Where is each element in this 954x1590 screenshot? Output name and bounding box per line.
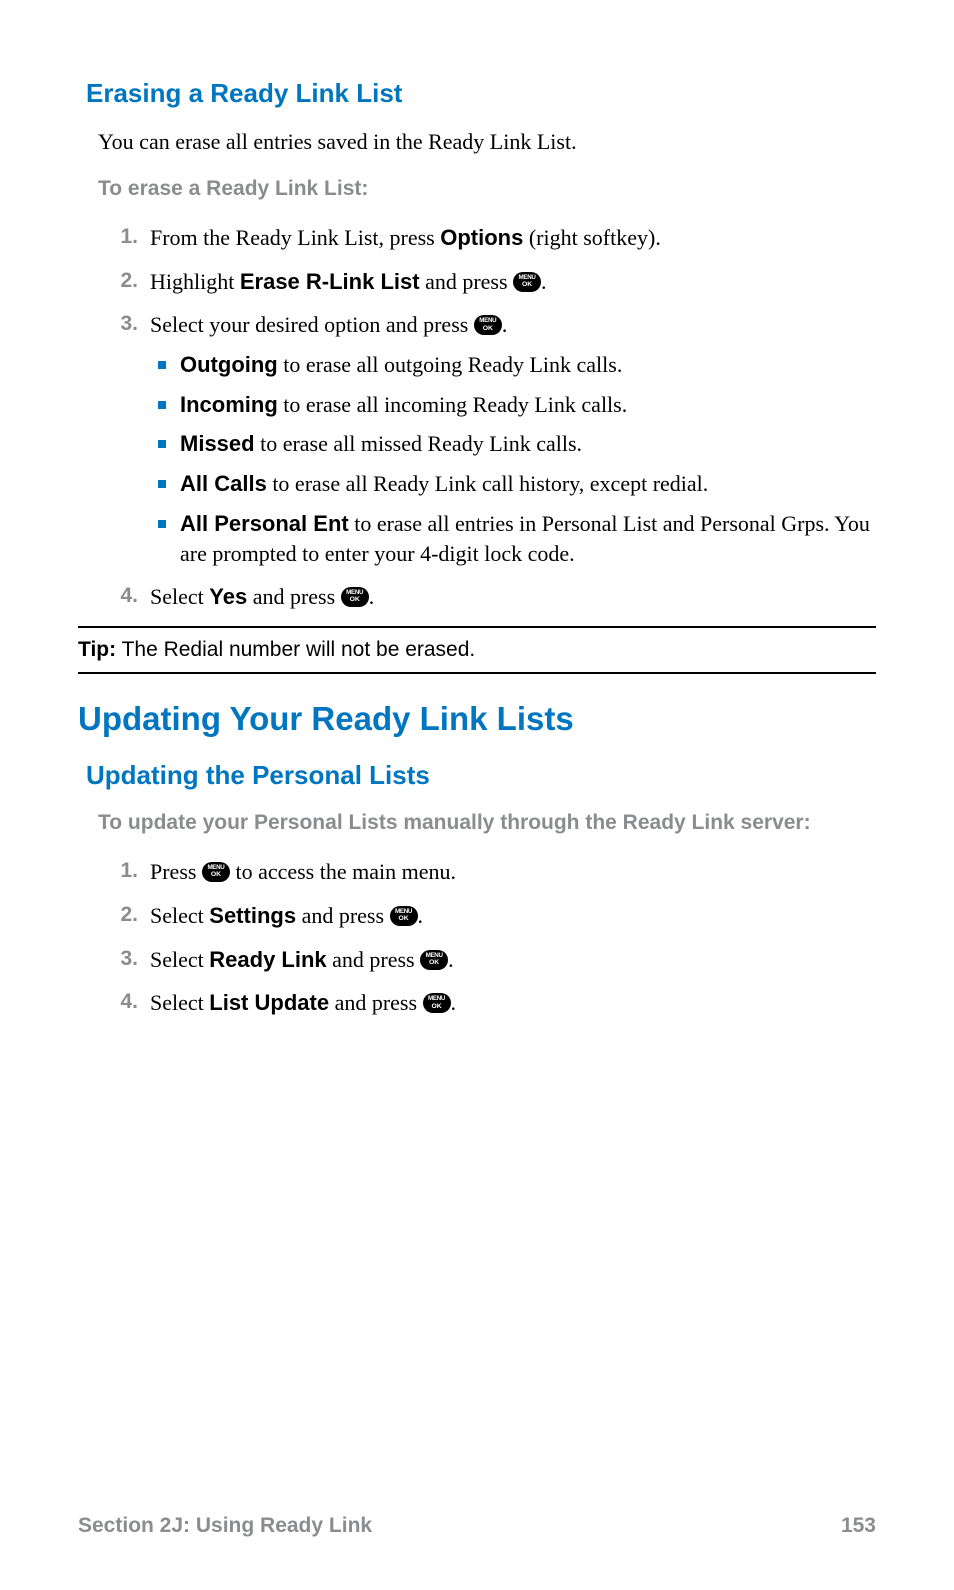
yes-label: Yes (209, 584, 247, 609)
step-text: . (451, 990, 457, 1015)
step-text: From the Ready Link List, press (150, 225, 440, 250)
step-text: and press (329, 990, 422, 1015)
step-number: 2. (98, 267, 138, 295)
heading-updating-personal: Updating the Personal Lists (86, 760, 876, 791)
step-number: 3. (98, 945, 138, 973)
step-text: . (369, 584, 375, 609)
step-3: 3. Select Ready Link and press . (98, 945, 876, 975)
step-text: Select (150, 584, 209, 609)
steps-erase: 1. From the Ready Link List, press Optio… (98, 223, 876, 612)
menu-ok-icon (341, 587, 369, 607)
bullet-allcalls: All Calls to erase all Ready Link call h… (150, 469, 876, 499)
step-text: and press (327, 947, 420, 972)
step-text: . (502, 312, 508, 337)
heading-erasing: Erasing a Ready Link List (86, 78, 876, 109)
steps-update: 1. Press to access the main menu. 2. Sel… (98, 857, 876, 1018)
bullet-incoming: Incoming to erase all incoming Ready Lin… (150, 390, 876, 420)
step-text: to access the main menu. (230, 859, 456, 884)
bullet-missed: Missed to erase all missed Ready Link ca… (150, 429, 876, 459)
step-4: 4. Select List Update and press . (98, 988, 876, 1018)
tip-box: Tip: The Redial number will not be erase… (78, 626, 876, 674)
menu-ok-icon (420, 950, 448, 970)
bullet-text: to erase all missed Ready Link calls. (255, 431, 582, 456)
bullet-text: to erase all Ready Link call history, ex… (267, 471, 708, 496)
erase-rlink-label: Erase R-Link List (240, 269, 420, 294)
readylink-label: Ready Link (209, 947, 326, 972)
menu-ok-icon (202, 862, 230, 882)
step-number: 1. (98, 223, 138, 251)
step-2: 2. Select Settings and press . (98, 901, 876, 931)
menu-ok-icon (474, 315, 502, 335)
menu-ok-icon (390, 906, 418, 926)
manual-page: Erasing a Ready Link List You can erase … (0, 0, 954, 1590)
step-1: 1. From the Ready Link List, press Optio… (98, 223, 876, 253)
step-text: . (541, 269, 547, 294)
menu-ok-icon (423, 993, 451, 1013)
page-footer: Section 2J: Using Ready Link 153 (78, 1514, 876, 1538)
bullet-bold: Outgoing (180, 352, 278, 377)
step-text: . (448, 947, 454, 972)
step-number: 4. (98, 582, 138, 610)
step-text: Select your desired option and press (150, 312, 474, 337)
bullet-bold: Missed (180, 431, 255, 456)
step-number: 1. (98, 857, 138, 885)
intro-text: You can erase all entries saved in the R… (98, 127, 876, 157)
options-label: Options (440, 225, 523, 250)
step-text: (right softkey). (523, 225, 660, 250)
heading-updating-main: Updating Your Ready Link Lists (78, 700, 876, 738)
step-text: and press (247, 584, 340, 609)
bullet-allpersonal: All Personal Ent to erase all entries in… (150, 509, 876, 568)
tip-label: Tip: (78, 638, 116, 661)
step-text: . (418, 903, 424, 928)
menu-ok-icon (513, 272, 541, 292)
bullet-text: to erase all outgoing Ready Link calls. (278, 352, 623, 377)
step-text: and press (296, 903, 389, 928)
step-text: Press (150, 859, 202, 884)
step-number: 4. (98, 988, 138, 1016)
bullet-text: to erase all incoming Ready Link calls. (278, 392, 627, 417)
tip-body: The Redial number will not be erased. (116, 638, 475, 661)
step-text: Select (150, 947, 209, 972)
step-1: 1. Press to access the main menu. (98, 857, 876, 887)
bullet-outgoing: Outgoing to erase all outgoing Ready Lin… (150, 350, 876, 380)
bullet-list: Outgoing to erase all outgoing Ready Lin… (150, 350, 876, 568)
step-text: Select (150, 990, 209, 1015)
step-2: 2. Highlight Erase R-Link List and press… (98, 267, 876, 297)
footer-page-number: 153 (841, 1514, 876, 1538)
bullet-bold: All Personal Ent (180, 511, 349, 536)
tip-text: Tip: The Redial number will not be erase… (78, 638, 876, 662)
procedure-label-update: To update your Personal Lists manually t… (98, 809, 876, 837)
footer-section-label: Section 2J: Using Ready Link (78, 1514, 372, 1538)
bullet-bold: Incoming (180, 392, 278, 417)
bullet-bold: All Calls (180, 471, 267, 496)
listupdate-label: List Update (209, 990, 329, 1015)
step-4: 4. Select Yes and press . (98, 582, 876, 612)
step-number: 3. (98, 310, 138, 338)
settings-label: Settings (209, 903, 296, 928)
step-text: Select (150, 903, 209, 928)
step-number: 2. (98, 901, 138, 929)
procedure-label-erase: To erase a Ready Link List: (98, 175, 876, 203)
step-text: Highlight (150, 269, 240, 294)
step-text: and press (420, 269, 513, 294)
step-3: 3. Select your desired option and press … (98, 310, 876, 568)
